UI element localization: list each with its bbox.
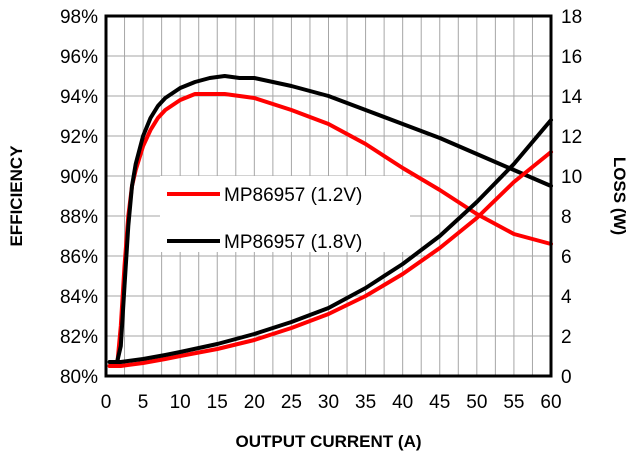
- legend-label-1-2v: MP86957 (1.2V): [224, 185, 362, 206]
- x-tick-label: 50: [466, 392, 487, 413]
- tick-labels: 0 5 10 15 20 25 30 35 40 45 50 55 6080%82%84%86%88%9…: [60, 7, 583, 413]
- series-line-loss-mp86957-1-2v: [107, 150, 553, 368]
- y-right-tick-label: 4: [561, 287, 572, 308]
- y-left-tick-label: 88%: [60, 207, 98, 228]
- y-right-tick-label: 16: [561, 47, 582, 68]
- x-tick-label: 30: [318, 392, 339, 413]
- y-right-tick-label: 14: [561, 87, 583, 108]
- y-left-tick-label: 98%: [60, 7, 98, 28]
- y-left-tick-label: 90%: [60, 167, 98, 188]
- series-line-efficiency-mp86957-1-8v: [107, 74, 553, 364]
- y-axis-right-title: LOSS (W): [610, 157, 629, 235]
- x-tick-label: 10: [170, 392, 191, 413]
- y-right-tick-label: 2: [561, 327, 572, 348]
- y-right-tick-label: 10: [561, 167, 582, 188]
- y-right-tick-label: 18: [561, 7, 582, 28]
- y-left-tick-label: 94%: [60, 87, 98, 108]
- x-tick-label: 45: [429, 392, 450, 413]
- x-tick-label: 60: [540, 392, 561, 413]
- y-right-tick-label: 12: [561, 127, 582, 148]
- legend-label-1-8v: MP86957 (1.8V): [224, 232, 362, 253]
- x-axis-title: OUTPUT CURRENT (A): [235, 432, 421, 451]
- y-left-tick-label: 80%: [60, 367, 98, 388]
- x-tick-label: 55: [503, 392, 524, 413]
- x-tick-label: 20: [244, 392, 265, 413]
- x-tick-label: 25: [281, 392, 302, 413]
- y-right-tick-label: 6: [561, 247, 572, 268]
- y-left-tick-label: 82%: [60, 327, 98, 348]
- y-axis-left-title: EFFICIENCY: [7, 145, 26, 247]
- y-left-tick-label: 84%: [60, 287, 98, 308]
- legend: MP86957 (1.2V) MP86957 (1.8V): [160, 176, 410, 253]
- y-left-tick-label: 92%: [60, 127, 98, 148]
- x-tick-label: 0: [101, 392, 112, 413]
- y-left-tick-label: 86%: [60, 247, 98, 268]
- series-line-loss-mp86957-1-8v: [107, 118, 553, 364]
- x-tick-label: 40: [392, 392, 413, 413]
- x-tick-label: 35: [355, 392, 376, 413]
- series-layer: [107, 74, 553, 368]
- y-right-tick-label: 0: [561, 367, 572, 388]
- y-right-tick-label: 8: [561, 207, 572, 228]
- x-tick-label: 15: [207, 392, 228, 413]
- plot-area-frame: [104, 14, 553, 378]
- x-tick-label: 5: [138, 392, 149, 413]
- y-left-tick-label: 96%: [60, 47, 98, 68]
